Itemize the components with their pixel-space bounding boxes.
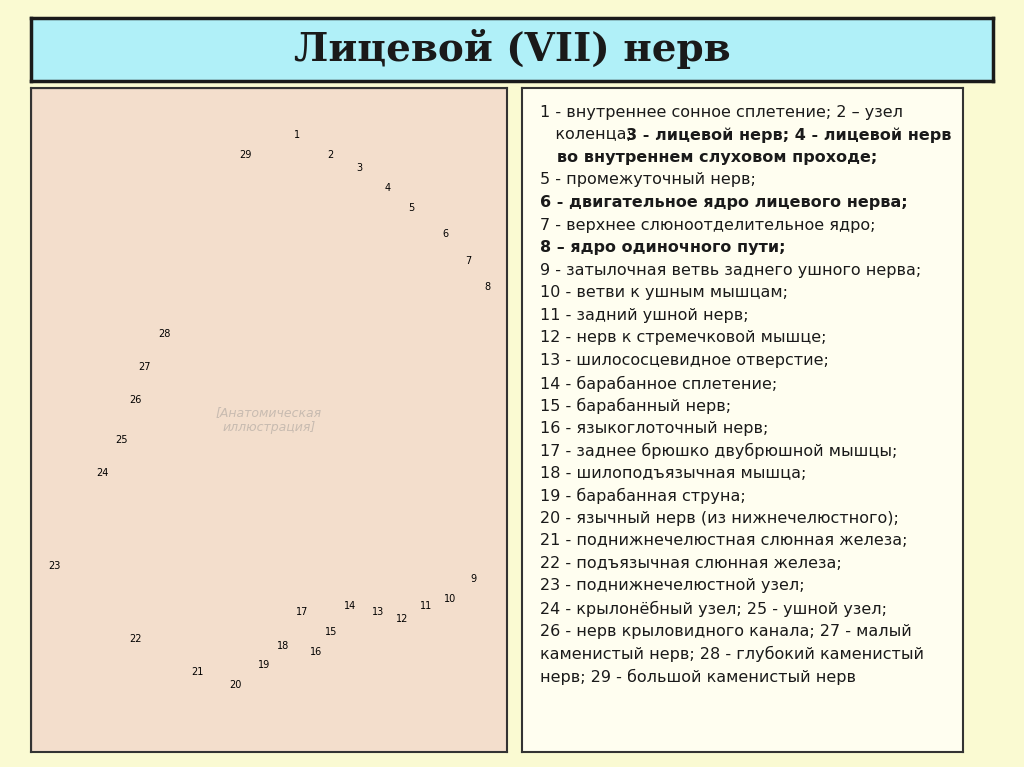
Text: 10: 10 (443, 594, 456, 604)
Text: 23: 23 (48, 561, 60, 571)
Text: 15 - барабанный нерв;: 15 - барабанный нерв; (540, 398, 731, 414)
Text: 26 - нерв крыловидного канала; 27 - малый: 26 - нерв крыловидного канала; 27 - малы… (540, 624, 911, 639)
Text: 11: 11 (420, 601, 432, 611)
Text: 5 - промежуточный нерв;: 5 - промежуточный нерв; (540, 173, 756, 187)
Text: 8 – ядро одиночного пути;: 8 – ядро одиночного пути; (540, 240, 785, 255)
Text: 22: 22 (129, 634, 141, 644)
FancyBboxPatch shape (31, 88, 507, 752)
Text: во внутреннем слуховом проходе;: во внутреннем слуховом проходе; (540, 150, 878, 165)
Text: 4: 4 (385, 183, 391, 193)
Text: 18 - шилоподъязычная мышца;: 18 - шилоподъязычная мышца; (540, 466, 806, 481)
Text: 10 - ветви к ушным мышцам;: 10 - ветви к ушным мышцам; (540, 285, 787, 300)
Text: 7: 7 (466, 255, 472, 265)
Text: 16: 16 (310, 647, 323, 657)
Text: 14 - барабанное сплетение;: 14 - барабанное сплетение; (540, 376, 777, 392)
Text: коленца;: коленца; (540, 127, 637, 143)
Text: 18: 18 (276, 640, 289, 650)
Text: 12 - нерв к стремечковой мышце;: 12 - нерв к стремечковой мышце; (540, 331, 826, 345)
Text: 20 - язычный нерв (из нижнечелюстного);: 20 - язычный нерв (из нижнечелюстного); (540, 511, 899, 526)
Text: 13: 13 (372, 607, 384, 617)
Text: 21 - поднижнечелюстная слюнная железа;: 21 - поднижнечелюстная слюнная железа; (540, 533, 907, 548)
Text: 2: 2 (328, 150, 334, 160)
Text: 25: 25 (115, 435, 127, 445)
Text: 14: 14 (344, 601, 356, 611)
Text: 13 - шилососцевидное отверстие;: 13 - шилососцевидное отверстие; (540, 353, 828, 368)
Text: 3: 3 (356, 163, 362, 173)
Text: 6 - двигательное ядро лицевого нерва;: 6 - двигательное ядро лицевого нерва; (540, 195, 907, 210)
Text: 6: 6 (442, 229, 449, 239)
Text: 27: 27 (138, 362, 152, 372)
Text: 3 - лицевой нерв; 4 - лицевой нерв: 3 - лицевой нерв; 4 - лицевой нерв (626, 127, 951, 143)
Text: 24 - крылонёбный узел; 25 - ушной узел;: 24 - крылонёбный узел; 25 - ушной узел; (540, 601, 887, 617)
Text: 12: 12 (396, 614, 409, 624)
Text: каменистый нерв; 28 - глубокий каменистый: каменистый нерв; 28 - глубокий каменисты… (540, 646, 924, 663)
Text: 1: 1 (294, 130, 300, 140)
Text: 23 - поднижнечелюстной узел;: 23 - поднижнечелюстной узел; (540, 578, 805, 594)
Text: Лицевой (VII) нерв: Лицевой (VII) нерв (294, 29, 730, 69)
Text: 19: 19 (258, 660, 270, 670)
Text: 26: 26 (129, 395, 141, 405)
Text: 19 - барабанная струна;: 19 - барабанная струна; (540, 489, 745, 505)
Text: 11 - задний ушной нерв;: 11 - задний ушной нерв; (540, 308, 749, 323)
Text: 1 - внутреннее сонное сплетение; 2 – узел: 1 - внутреннее сонное сплетение; 2 – узе… (540, 105, 903, 120)
Text: 15: 15 (325, 627, 337, 637)
Text: 7 - верхнее слюноотделительное ядро;: 7 - верхнее слюноотделительное ядро; (540, 218, 876, 232)
Text: 16 - языкоглоточный нерв;: 16 - языкоглоточный нерв; (540, 420, 768, 436)
Text: 17 - заднее брюшко двубрюшной мышцы;: 17 - заднее брюшко двубрюшной мышцы; (540, 443, 897, 459)
Text: 29: 29 (239, 150, 251, 160)
Text: 9 - затылочная ветвь заднего ушного нерва;: 9 - затылочная ветвь заднего ушного нерв… (540, 262, 922, 278)
Text: 24: 24 (96, 468, 109, 478)
Text: 20: 20 (229, 680, 242, 690)
Text: [Анатомическая
иллюстрация]: [Анатомическая иллюстрация] (216, 406, 322, 434)
Text: нерв; 29 - большой каменистый нерв: нерв; 29 - большой каменистый нерв (540, 669, 856, 685)
Text: 8: 8 (484, 282, 490, 292)
Text: 21: 21 (191, 667, 204, 677)
Text: 17: 17 (296, 607, 308, 617)
Text: 22 - подъязычная слюнная железа;: 22 - подъязычная слюнная железа; (540, 556, 842, 571)
Text: 9: 9 (470, 574, 476, 584)
Text: 5: 5 (409, 202, 415, 212)
Text: 28: 28 (158, 329, 170, 339)
